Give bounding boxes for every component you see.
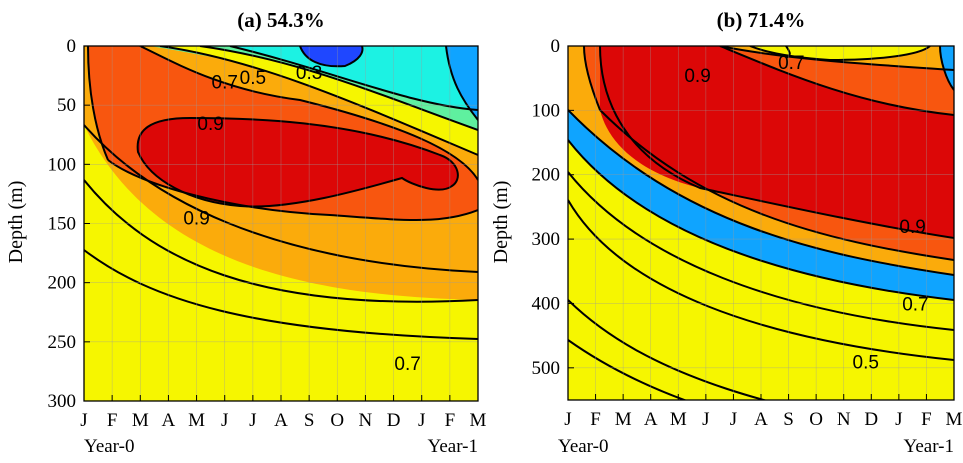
- panel-a-xtick-label: F: [445, 410, 456, 431]
- panel-a-ytick-label: 150: [48, 214, 77, 235]
- panel-b-year-start: Year-0: [558, 436, 608, 457]
- panel-b-contour-label: 0.5: [853, 352, 879, 373]
- panel-b-xtick-label: S: [783, 409, 794, 430]
- panel-a-year-end: Year-1: [428, 436, 478, 457]
- panel-a-xtick-label: F: [107, 410, 118, 431]
- panel-b-ytick-label: 0: [551, 36, 561, 57]
- panel-a-ytick-label: 300: [48, 391, 77, 412]
- panel-b-ytick-label: 300: [532, 229, 561, 250]
- panel-b-ytick-label: 200: [532, 165, 561, 186]
- panel-b-contour-label: 0.7: [902, 294, 928, 315]
- panel-a-contour-label: 0.7: [212, 73, 238, 94]
- panel-a-contour-label: 0.5: [240, 68, 266, 89]
- panel-b-contour-label: 0.9: [899, 217, 925, 238]
- panel-a-contour-label: 0.9: [197, 114, 223, 135]
- panel-b-xtick-label: A: [644, 409, 658, 430]
- panel-a-grid: [84, 46, 478, 401]
- panel-a-xtick-label: A: [162, 410, 176, 431]
- panel-b-xtick-label: O: [809, 409, 823, 430]
- panel-b-xtick-label: D: [864, 409, 878, 430]
- panel-a-xtick-label: M: [188, 410, 205, 431]
- panel-a-ylabel: Depth (m): [5, 181, 27, 264]
- panel-b-xtick-label: M: [946, 409, 963, 430]
- panel-b-ylabel: Depth (m): [490, 181, 512, 264]
- panel-a-xtick-label: J: [80, 410, 87, 431]
- panel-a-ytick-label: 250: [48, 332, 77, 353]
- panel-a-xtick-label: J: [249, 410, 256, 431]
- panel-b-year-end: Year-1: [904, 436, 954, 457]
- panel-a-ytick-label: 100: [48, 154, 77, 175]
- panel-b-contour-label: 0.9: [684, 66, 710, 87]
- panel-a-contour-label: 0.7: [394, 354, 420, 375]
- panel-b-contour-labels: 0.7 0.9 0.9 0.7 0.5: [684, 53, 928, 373]
- panel-a-ytick-label: 50: [57, 95, 76, 116]
- panel-b-xtick-label: F: [590, 409, 601, 430]
- panel-b-xtick-label: J: [702, 409, 709, 430]
- panel-b-contour-label: 0.7: [778, 53, 804, 74]
- panel-b-fill-blue-top: [940, 46, 954, 90]
- panel-a-xtick-label: N: [359, 410, 373, 431]
- panel-b-xtick-label: F: [921, 409, 932, 430]
- panel-b-contour-lines: [568, 46, 954, 400]
- panel-b-xtick-label: J: [730, 409, 737, 430]
- panel-a-ytick-label: 200: [48, 273, 77, 294]
- panel-a-xtick-label: M: [132, 410, 149, 431]
- panel-a: 0.30.50.70.90.90.7 (a) 54.3% Depth (m) J…: [5, 8, 487, 457]
- panel-a-title: (a) 54.3%: [237, 8, 325, 32]
- panel-b-xtick-label: M: [670, 409, 687, 430]
- panel-a-ytick-label: 0: [67, 36, 77, 57]
- panel-a-xtick-label: S: [304, 410, 315, 431]
- panel-a-contour-lines: [84, 46, 478, 340]
- panel-b-ytick-label: 400: [532, 293, 561, 314]
- panel-b-title: (b) 71.4%: [717, 8, 806, 32]
- panel-a-xtick-label: J: [221, 410, 228, 431]
- panel-a-xtick-label: A: [274, 410, 288, 431]
- panel-b-xtick-label: J: [564, 409, 571, 430]
- panel-a-contour-label: 0.3: [296, 63, 322, 84]
- panel-b-xtick-label: N: [837, 409, 851, 430]
- panel-b-grid: [568, 46, 954, 400]
- panel-b-xtick-label: M: [615, 409, 632, 430]
- panel-a-contour-labels: 0.30.50.70.90.90.7: [183, 63, 420, 375]
- panel-a-contour-label: 0.9: [183, 209, 209, 230]
- panel-a-xtick-label: D: [387, 410, 401, 431]
- panel-b-xtick-label: J: [895, 409, 902, 430]
- panel-a-xtick-label: J: [418, 410, 425, 431]
- panel-a-xtick-label: M: [470, 410, 487, 431]
- panel-b-ytick-label: 100: [532, 100, 561, 121]
- panel-b-xtick-label: A: [754, 409, 768, 430]
- panel-a-fill-blue: [446, 46, 478, 120]
- panel-b-fill-red: [600, 46, 954, 238]
- panel-b-ytick-label: 500: [532, 358, 561, 379]
- panel-a-xtick-label: O: [330, 410, 344, 431]
- panel-a-year-start: Year-0: [84, 436, 134, 457]
